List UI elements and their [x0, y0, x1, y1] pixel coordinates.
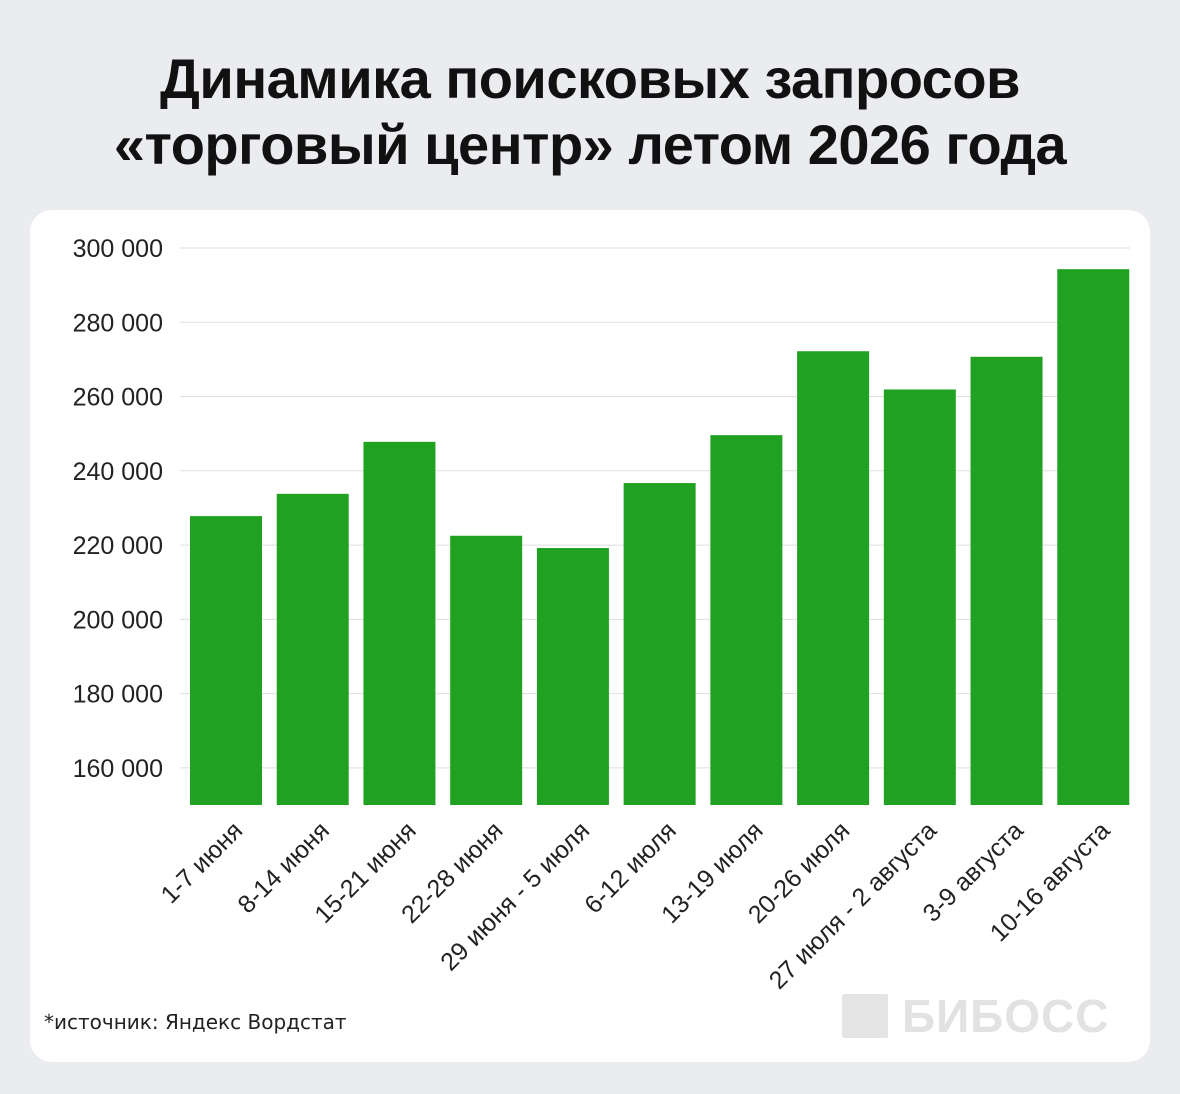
chart-title: Динамика поисковых запросов «торговый це…	[0, 46, 1180, 178]
bar	[536, 548, 609, 805]
chart-title-line-1: Динамика поисковых запросов	[160, 47, 1020, 110]
y-tick-label: 260 000	[73, 384, 163, 412]
bar	[883, 389, 956, 805]
x-tick-label: 1-7 июня	[156, 816, 249, 909]
chart-title-line-2: «торговый центр» летом 2026 года	[113, 113, 1067, 176]
bar	[710, 435, 783, 805]
bar	[450, 535, 523, 805]
y-tick-label: 300 000	[73, 235, 163, 263]
bar	[276, 493, 349, 805]
x-tick-label: 29 июня - 5 июля	[435, 816, 595, 976]
y-tick-label: 220 000	[73, 532, 163, 560]
x-tick-label: 27 июля - 2 августа	[764, 816, 942, 994]
bar	[970, 356, 1043, 805]
bar	[363, 441, 436, 805]
bar	[190, 516, 262, 805]
y-tick-label: 280 000	[73, 309, 163, 337]
bar	[1057, 269, 1130, 805]
y-tick-label: 240 000	[73, 458, 163, 486]
y-tick-label: 200 000	[73, 606, 163, 634]
y-tick-label: 160 000	[73, 755, 163, 783]
watermark: БИБОСС	[842, 990, 1109, 1042]
watermark-text: БИБОСС	[902, 990, 1110, 1042]
y-tick-label: 180 000	[73, 681, 163, 709]
watermark-logo-icon	[842, 994, 888, 1038]
bar	[797, 351, 870, 805]
bar	[623, 483, 696, 805]
source-footnote: *источник: Яндекс Вордстат	[44, 1010, 347, 1034]
